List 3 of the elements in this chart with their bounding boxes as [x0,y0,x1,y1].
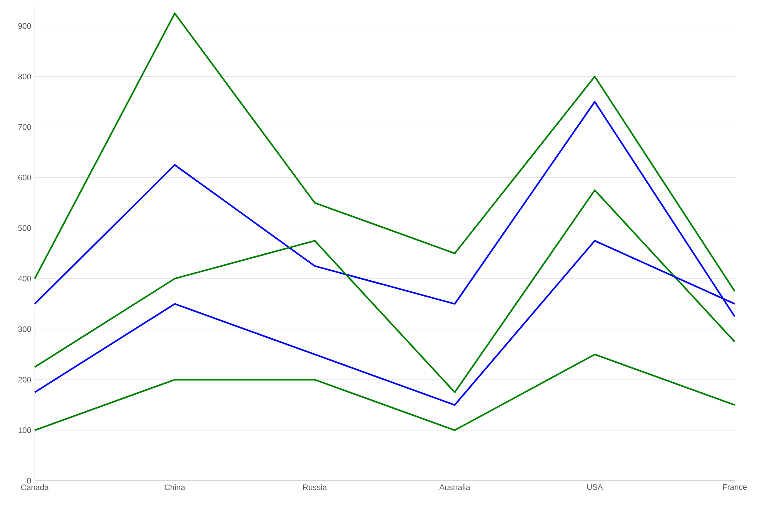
line-series [34,354,736,432]
line-series [34,12,736,292]
line-series [34,190,736,394]
